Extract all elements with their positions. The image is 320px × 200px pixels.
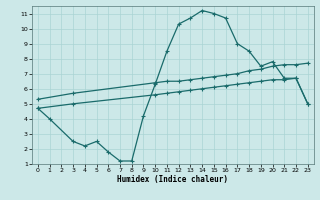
X-axis label: Humidex (Indice chaleur): Humidex (Indice chaleur) [117, 175, 228, 184]
